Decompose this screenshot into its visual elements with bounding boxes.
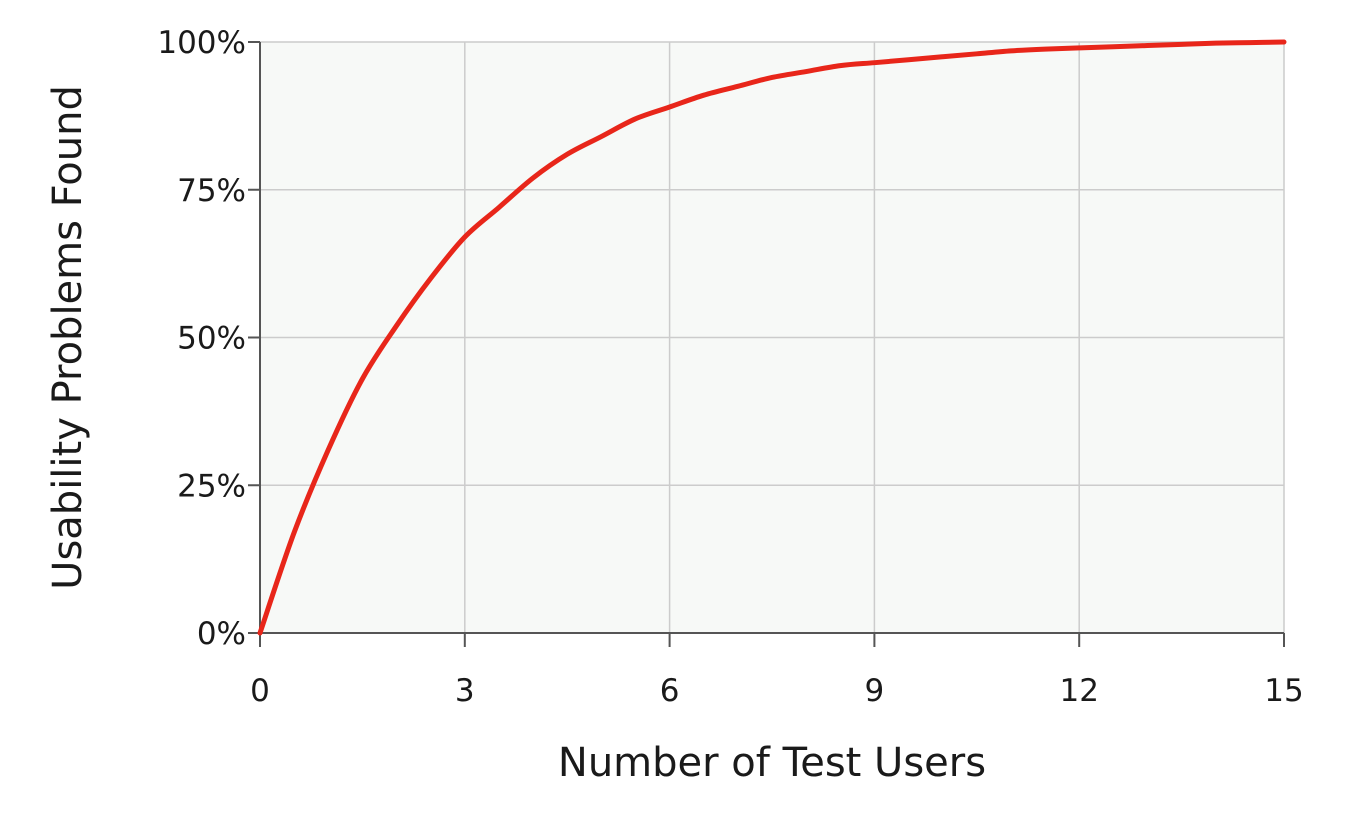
y-tick-label: 75% [177,173,246,209]
x-tick-label: 0 [250,673,270,709]
y-axis-title: Usability Problems Found [45,85,91,590]
x-tick-label: 9 [865,673,885,709]
series-group [257,39,1287,636]
y-tick-label: 50% [177,321,246,357]
x-tick-label: 15 [1264,673,1303,709]
x-tick-label: 12 [1059,673,1098,709]
x-tick-label: 6 [660,673,680,709]
y-tick-label: 0% [197,616,246,652]
grid-lines [260,41,1285,633]
x-axis-title: Number of Test Users [558,740,986,786]
ticks: 0% 25% 50% 75% 100% 0 3 6 9 12 15 [157,25,1303,709]
x-tick-label: 3 [455,673,475,709]
series-line [257,39,1287,636]
y-tick-label: 100% [157,25,246,61]
y-tick-label: 25% [177,468,246,504]
